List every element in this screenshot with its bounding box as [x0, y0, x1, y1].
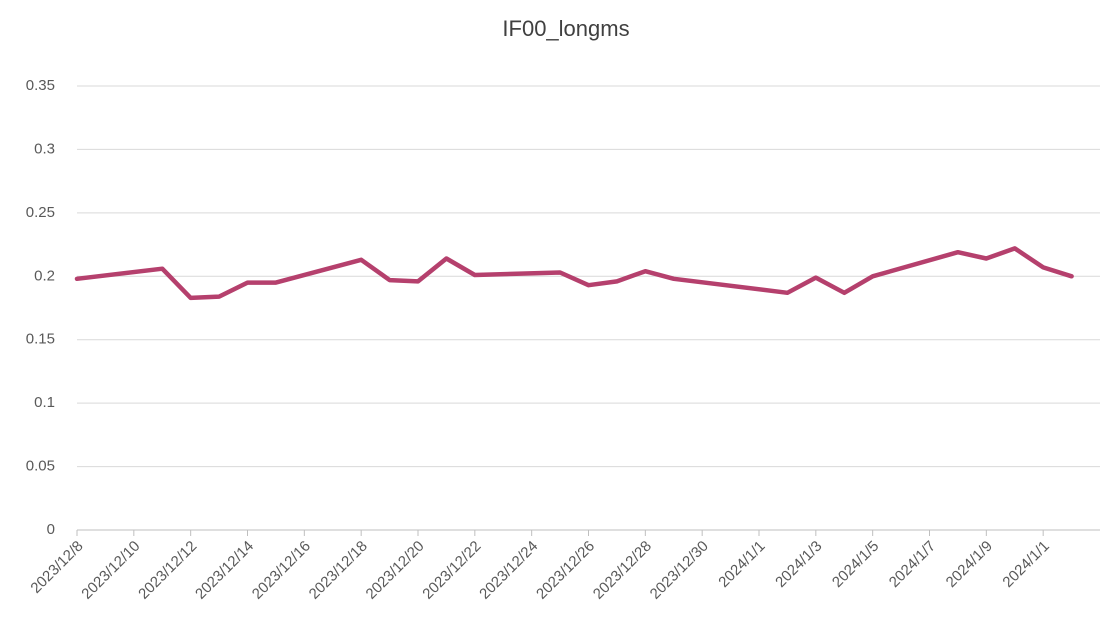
y-tick-label: 0.1 [34, 394, 55, 411]
x-tick-label: 2023/12/30 [647, 538, 712, 603]
x-tick-label: 2023/12/14 [192, 538, 257, 603]
chart-title: IF00_longms [502, 16, 629, 41]
y-tick-label: 0.15 [26, 331, 55, 348]
x-tick-label: 2023/12/28 [590, 538, 655, 603]
x-tick-label: 2023/12/8 [27, 538, 86, 597]
x-tick-label: 2023/12/22 [419, 538, 484, 603]
x-tick-label: 2023/12/10 [78, 538, 143, 603]
y-tick-label: 0.2 [34, 267, 55, 284]
y-tick-label: 0.3 [34, 140, 55, 157]
x-tick-label: 2023/12/24 [476, 538, 541, 603]
y-tick-label: 0.35 [26, 77, 55, 94]
x-tick-label: 2023/12/26 [533, 538, 598, 603]
data-line [74, 246, 1074, 301]
x-tick-label: 2023/12/18 [306, 538, 371, 603]
x-tick-label: 2024/1/1 [999, 538, 1052, 591]
x-tick-label: 2024/1/1 [715, 538, 768, 591]
y-tick-label: 0 [47, 521, 55, 538]
x-tick-label: 2024/1/5 [829, 538, 882, 591]
x-tick-label: 2023/12/16 [249, 538, 314, 603]
x-tick-label: 2024/1/9 [943, 538, 996, 591]
y-tick-label: 0.05 [26, 458, 55, 475]
x-tick-label: 2024/1/3 [772, 538, 825, 591]
x-tick-label: 2023/12/20 [363, 538, 428, 603]
y-tick-label: 0.25 [26, 204, 55, 221]
x-tick-label: 2024/1/7 [886, 538, 939, 591]
x-tick-label: 2023/12/12 [135, 538, 200, 603]
